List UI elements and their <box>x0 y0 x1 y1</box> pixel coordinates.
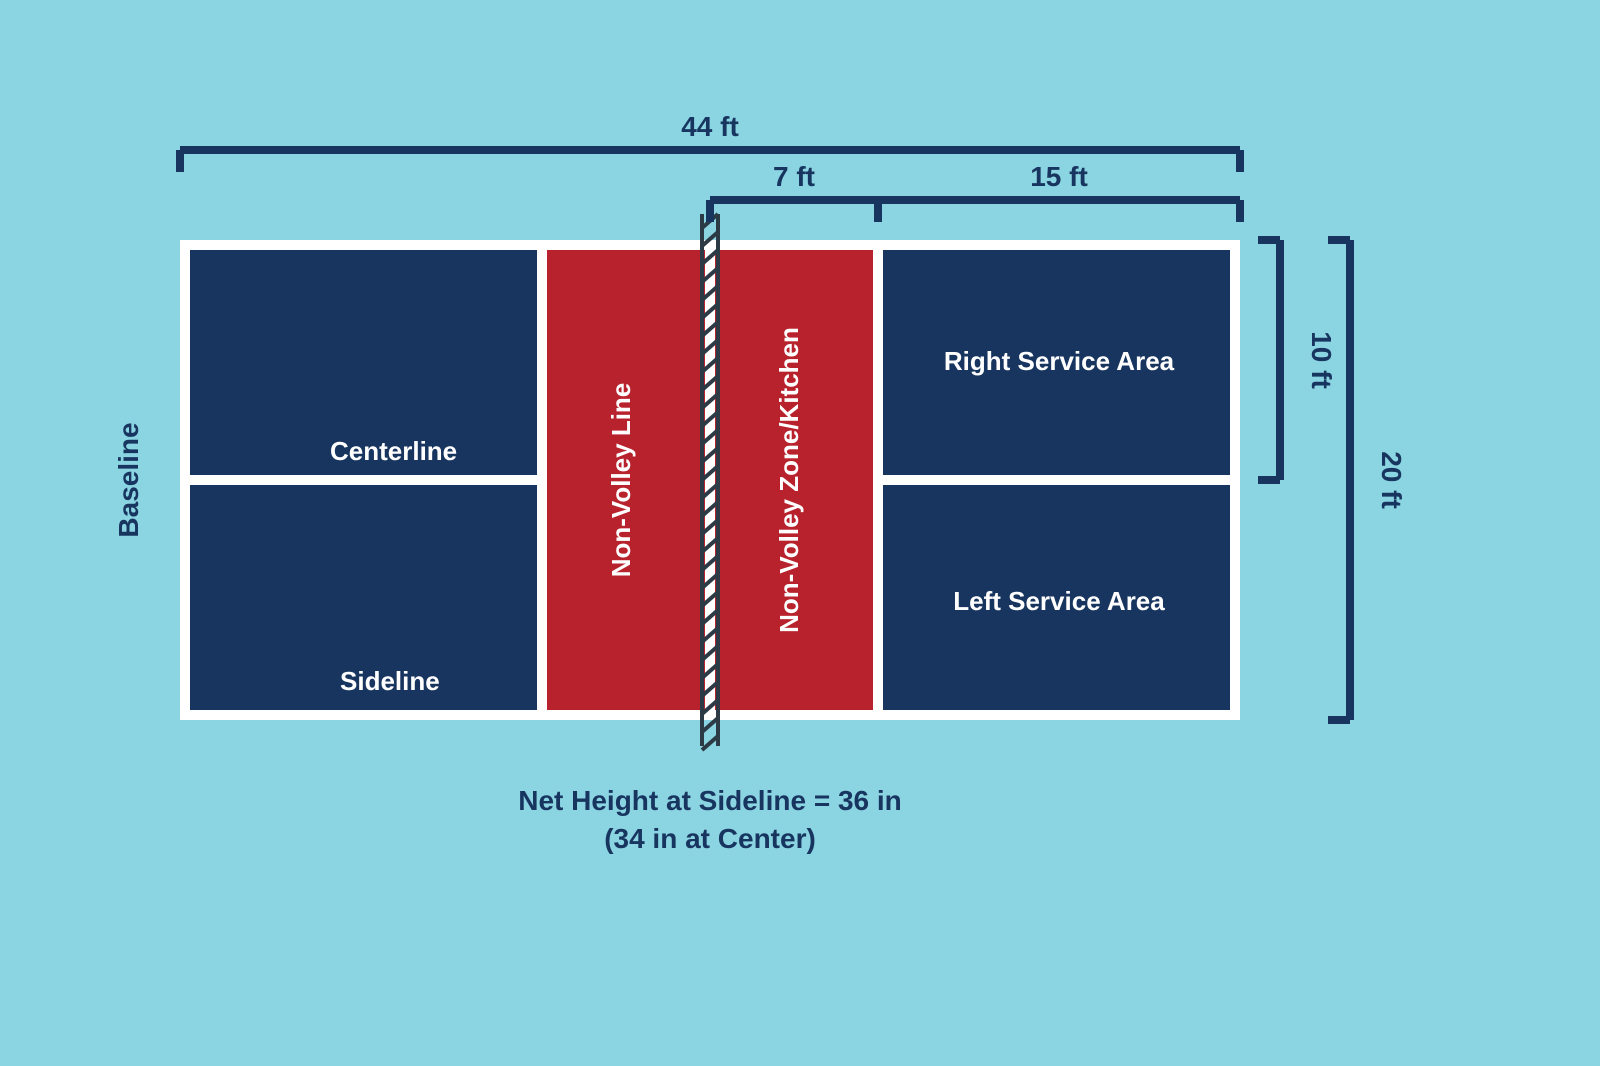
baseline-label: Baseline <box>113 422 144 537</box>
dim-20ft-label: 20 ft <box>1376 451 1407 509</box>
nv-line-label: Non-Volley Line <box>606 383 636 578</box>
dim-15ft-label: 15 ft <box>1030 161 1088 192</box>
net-caption-line2: (34 in at Center) <box>604 823 816 854</box>
centerline-label: Centerline <box>330 436 457 466</box>
nv-zone-label: Non-Volley Zone/Kitchen <box>774 327 804 633</box>
dim-10ft-label: 10 ft <box>1306 331 1337 389</box>
net-caption-line1: Net Height at Sideline = 36 in <box>518 785 902 816</box>
dim-44ft-label: 44 ft <box>681 111 739 142</box>
right-service-label: Right Service Area <box>944 346 1175 376</box>
dim-7ft-label: 7 ft <box>773 161 815 192</box>
left-service-label: Left Service Area <box>953 586 1165 616</box>
sideline-label: Sideline <box>340 666 440 696</box>
